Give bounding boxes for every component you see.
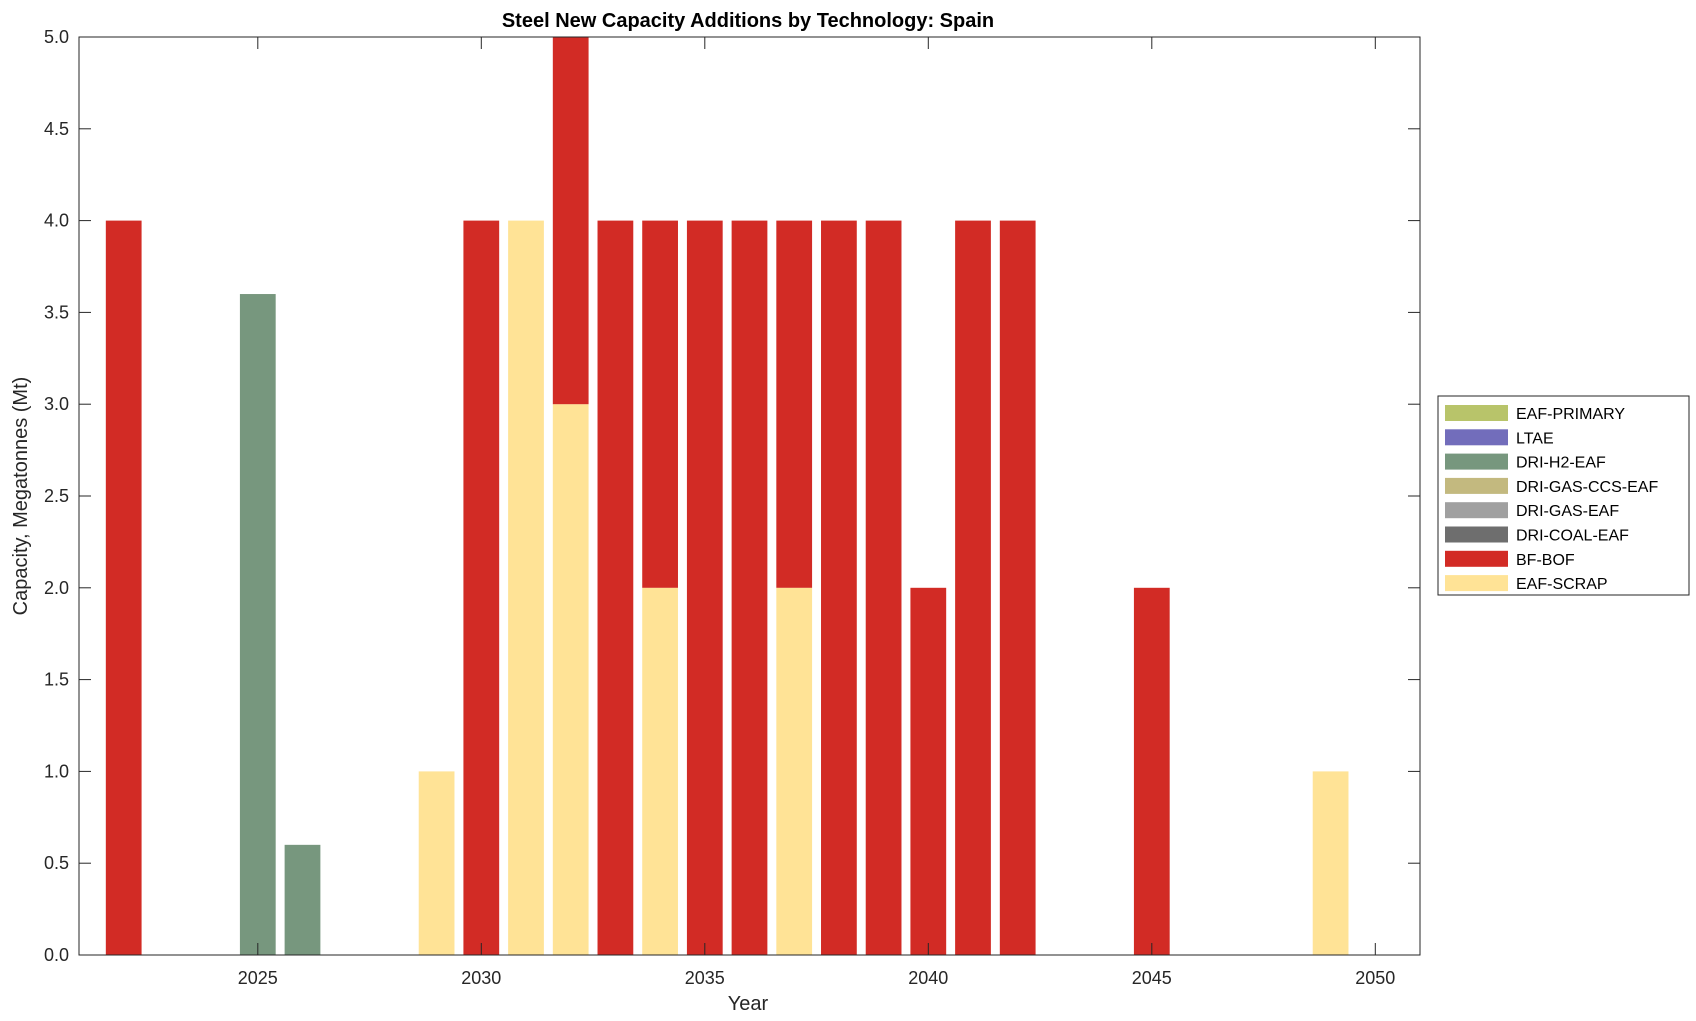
bar-bf-bof-2022: [105, 220, 142, 956]
bar-bf-bof-2039: [865, 220, 902, 956]
bar-bf-bof-2036: [731, 220, 768, 956]
bar-eaf-scrap-2034: [642, 587, 678, 955]
x-tick-label: 2025: [238, 968, 278, 988]
legend-swatch-bf-bof: [1445, 550, 1508, 567]
bar-bf-bof-2035: [686, 220, 723, 956]
bar-bf-bof-2032: [552, 37, 589, 405]
legend-label-dri-h2-eaf: DRI-H2-EAF: [1516, 455, 1606, 472]
bar-eaf-scrap-2032: [552, 404, 589, 955]
legend-label-dri-coal-eaf: DRI-COAL-EAF: [1516, 528, 1629, 545]
y-tick-label: 5.0: [44, 27, 69, 47]
bar-eaf-scrap-2037: [776, 587, 813, 955]
legend-swatch-dri-gas-ccs-eaf: [1445, 477, 1508, 494]
bar-bf-bof-2034: [642, 220, 678, 588]
legend-swatch-dri-h2-eaf: [1445, 453, 1508, 470]
legend-label-ltae: LTAE: [1516, 430, 1554, 447]
chart-title: Steel New Capacity Additions by Technolo…: [502, 10, 994, 32]
legend-swatch-dri-coal-eaf: [1445, 526, 1508, 543]
x-tick-label: 2045: [1132, 968, 1172, 988]
x-tick-label: 2030: [461, 968, 501, 988]
bar-bf-bof-2038: [821, 220, 857, 956]
legend-label-dri-gas-ccs-eaf: DRI-GAS-CCS-EAF: [1516, 479, 1658, 496]
legend-label-eaf-scrap: EAF-SCRAP: [1516, 576, 1608, 593]
y-axis-label: Capacity, Megatonnes (Mt): [10, 377, 32, 616]
bar-bf-bof-2037: [776, 220, 813, 588]
legend-label-bf-bof: BF-BOF: [1516, 552, 1575, 569]
legend-swatch-dri-gas-eaf: [1445, 502, 1508, 519]
bar-eaf-scrap-2029: [418, 771, 455, 955]
bar-bf-bof-2033: [597, 220, 634, 956]
y-tick-label: 0.0: [44, 945, 69, 965]
bar-bf-bof-2042: [999, 220, 1036, 956]
bar-eaf-scrap-2049: [1312, 771, 1349, 955]
y-tick-label: 4.0: [44, 211, 69, 231]
legend-label-eaf-primary: EAF-PRIMARY: [1516, 406, 1625, 423]
bar-dri-h2-eaf-2026: [284, 844, 321, 955]
bar-eaf-scrap-2031: [508, 220, 544, 956]
y-tick-label: 2.5: [44, 486, 69, 506]
x-tick-label: 2050: [1355, 968, 1395, 988]
bar-dri-h2-eaf-2025: [239, 294, 276, 955]
x-tick-label: 2040: [908, 968, 948, 988]
bar-bf-bof-2030: [463, 220, 500, 956]
y-tick-label: 3.0: [44, 394, 69, 414]
bar-bf-bof-2041: [955, 220, 991, 956]
y-tick-label: 1.0: [44, 761, 69, 781]
legend-swatch-ltae: [1445, 429, 1508, 446]
y-tick-label: 3.5: [44, 302, 69, 322]
bar-bf-bof-2040: [910, 587, 947, 955]
y-tick-label: 4.5: [44, 119, 69, 139]
x-tick-label: 2035: [685, 968, 725, 988]
legend: EAF-PRIMARY LTAE DRI-H2-EAF DRI-GAS-CCS-EAF…: [1437, 395, 1690, 596]
legend-swatch-eaf-scrap: [1445, 575, 1508, 592]
legend-label-dri-gas-eaf: DRI-GAS-EAF: [1516, 503, 1619, 520]
legend-swatch-eaf-primary: [1445, 405, 1508, 421]
y-tick-label: 2.0: [44, 578, 69, 598]
y-tick-label: 0.5: [44, 853, 69, 873]
x-axis-label: Year: [728, 993, 769, 1015]
bar-bf-bof-2045: [1133, 587, 1170, 955]
y-tick-label: 1.5: [44, 670, 69, 690]
bars-layer: [105, 37, 1349, 956]
ticks-layer: 0.0 0.5 1.0 1.5 2.0 2.5 3.0 3.5 4.0 4.5 5.0 2025 203…: [44, 27, 1420, 988]
